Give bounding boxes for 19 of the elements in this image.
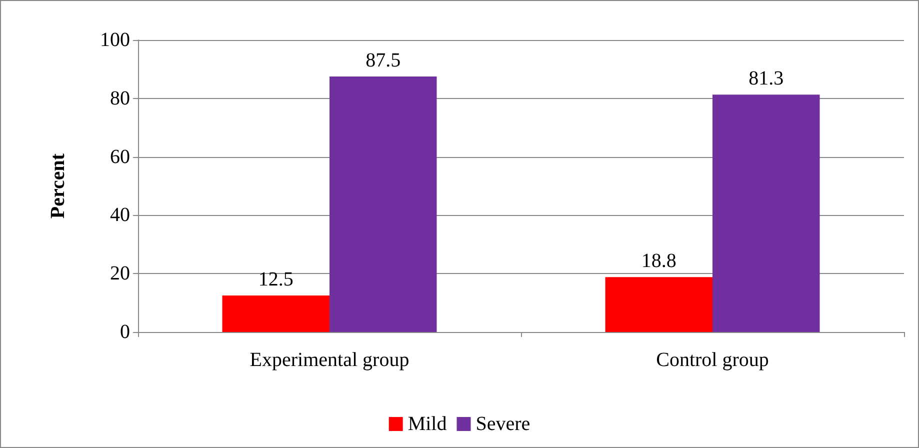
y-tick-label: 20	[110, 262, 130, 285]
y-tick-label: 0	[120, 321, 130, 343]
data-label: 12.5	[258, 268, 294, 290]
y-tick-label: 60	[110, 146, 130, 168]
bar	[712, 94, 820, 332]
y-tick-label: 100	[100, 29, 130, 51]
legend-label: Mild	[408, 413, 447, 435]
y-tick-label: 40	[110, 204, 130, 226]
y-axis-title: Percent	[47, 153, 69, 219]
y-tick-label: 80	[110, 87, 130, 110]
bar	[605, 277, 712, 332]
x-tick-label: Experimental group	[250, 349, 410, 371]
bar	[330, 76, 437, 332]
bar	[222, 296, 330, 332]
data-label: 18.8	[641, 250, 676, 272]
data-label: 81.3	[748, 68, 784, 90]
legend-label: Severe	[476, 413, 530, 435]
x-tick-label: Control group	[656, 349, 769, 371]
data-label: 87.5	[366, 50, 401, 72]
